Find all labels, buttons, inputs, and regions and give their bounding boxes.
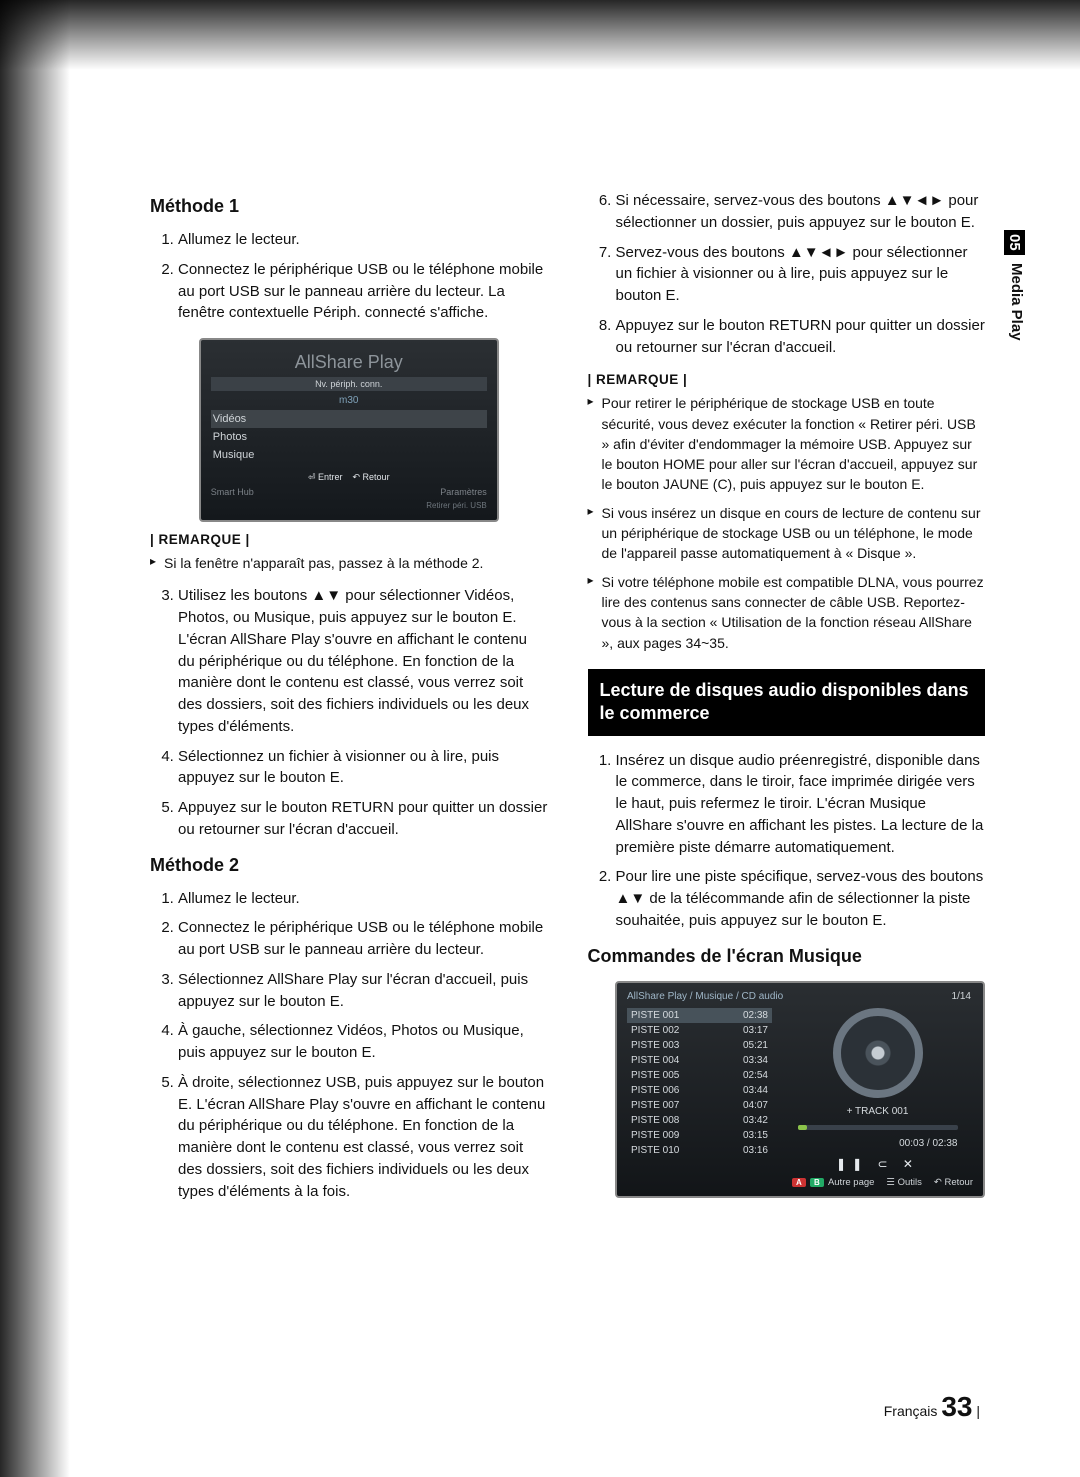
screenshot-corner: Retirer péri. USB	[211, 501, 487, 510]
disc-icon	[833, 1008, 923, 1098]
chapter-label: Media Play	[1004, 263, 1025, 341]
method1-notes: Si la fenêtre n'apparaît pas, passez à l…	[150, 553, 548, 573]
note-item: Si votre téléphone mobile est compatible…	[602, 572, 986, 653]
track-row: PISTE 00403:34	[627, 1053, 772, 1068]
screenshot-title: AllShare Play	[211, 352, 487, 373]
method1-title: Méthode 1	[150, 196, 548, 217]
list-item: Sélectionnez un fichier à visionner ou à…	[178, 746, 548, 790]
allshare-screenshot: AllShare Play Nv. périph. conn. m30 Vidé…	[199, 338, 499, 522]
progress-bar	[798, 1125, 958, 1130]
page-footer: Français 33 |	[884, 1391, 980, 1423]
return-hint: ↶ Retour	[353, 472, 390, 483]
method2-steps: Allumez le lecteur. Connectez le périphé…	[150, 888, 548, 1203]
foot-tools: ☰ Outils	[886, 1177, 921, 1188]
now-playing: + TRACK 001	[847, 1106, 909, 1117]
screenshot-strip: Nv. périph. conn.	[211, 377, 487, 391]
music-count: 1/14	[952, 991, 971, 1002]
chapter-number: 05	[1004, 230, 1025, 255]
section-banner: Lecture de disques audio disponibles dan…	[588, 669, 986, 736]
screenshot-row: Photos	[211, 428, 487, 446]
enter-hint: ⏎ Entrer	[308, 472, 343, 483]
method2-steps-cont: Si nécessaire, servez-vous des boutons ▲…	[588, 190, 986, 358]
footer-lang: Français	[884, 1403, 938, 1419]
method1-steps: Allumez le lecteur. Connectez le périphé…	[150, 229, 548, 324]
screenshot-row: Musique	[211, 446, 487, 464]
right-notes: Pour retirer le périphérique de stockage…	[588, 393, 986, 653]
music-subhead: Commandes de l'écran Musique	[588, 946, 986, 967]
list-item: Utilisez les boutons ▲▼ pour sélectionne…	[178, 585, 548, 737]
track-row: PISTE 00603:44	[627, 1083, 772, 1098]
method2-title: Méthode 2	[150, 855, 548, 876]
music-screenshot: AllShare Play / Musique / CD audio 1/14 …	[615, 981, 985, 1198]
elapsed-time: 00:03 / 02:38	[798, 1138, 958, 1149]
track-row: PISTE 00803:42	[627, 1113, 772, 1128]
note-item: Si vous insérez un disque en cours de le…	[602, 503, 986, 564]
list-item: Appuyez sur le bouton RETURN pour quitte…	[616, 315, 986, 359]
list-item: Insérez un disque audio préenregistré, d…	[616, 750, 986, 859]
list-item: Connectez le périphérique USB ou le télé…	[178, 259, 548, 324]
list-item: Si nécessaire, servez-vous des boutons ▲…	[616, 190, 986, 234]
foot-return: ↶ Retour	[934, 1177, 973, 1188]
note-item: Si la fenêtre n'apparaît pas, passez à l…	[164, 553, 548, 573]
list-item: Sélectionnez AllShare Play sur l'écran d…	[178, 969, 548, 1013]
list-item: Pour lire une piste spécifique, servez-v…	[616, 866, 986, 931]
list-item: À gauche, sélectionnez Vidéos, Photos ou…	[178, 1020, 548, 1064]
track-row: PISTE 00903:15	[627, 1128, 772, 1143]
screenshot-row: Vidéos	[211, 410, 487, 428]
method1-steps-cont: Utilisez les boutons ▲▼ pour sélectionne…	[150, 585, 548, 840]
music-preview: + TRACK 001 00:03 / 02:38 ❚❚ ⊂ ✕	[782, 1008, 973, 1171]
chapter-side-tab: 05 Media Play	[1004, 230, 1025, 340]
note-header: | REMARQUE |	[588, 372, 986, 387]
foot-page: ABAutre page	[792, 1177, 874, 1188]
track-row: PISTE 01003:16	[627, 1143, 772, 1158]
page-number: 33	[941, 1391, 972, 1422]
list-item: Allumez le lecteur.	[178, 888, 548, 910]
list-item: Servez-vous des boutons ▲▼◄► pour sélect…	[616, 242, 986, 307]
audio-steps: Insérez un disque audio préenregistré, d…	[588, 750, 986, 932]
track-list: PISTE 00102:38 PISTE 00203:17 PISTE 0030…	[627, 1008, 772, 1171]
note-header: | REMARQUE |	[150, 532, 548, 547]
list-item: À droite, sélectionnez USB, puis appuyez…	[178, 1072, 548, 1203]
track-row: PISTE 00502:54	[627, 1068, 772, 1083]
screenshot-br: Paramètres	[440, 487, 487, 497]
screenshot-device: m30	[211, 395, 487, 406]
screenshot-bl: Smart Hub	[211, 487, 254, 497]
list-item: Connectez le périphérique USB ou le télé…	[178, 917, 548, 961]
music-breadcrumb: AllShare Play / Musique / CD audio	[627, 991, 973, 1002]
track-row: PISTE 00704:07	[627, 1098, 772, 1113]
track-row: PISTE 00203:17	[627, 1023, 772, 1038]
track-row: PISTE 00305:21	[627, 1038, 772, 1053]
list-item: Appuyez sur le bouton RETURN pour quitte…	[178, 797, 548, 841]
track-row: PISTE 00102:38	[627, 1008, 772, 1023]
list-item: Allumez le lecteur.	[178, 229, 548, 251]
note-item: Pour retirer le périphérique de stockage…	[602, 393, 986, 494]
playback-controls: ❚❚ ⊂ ✕	[836, 1157, 919, 1171]
